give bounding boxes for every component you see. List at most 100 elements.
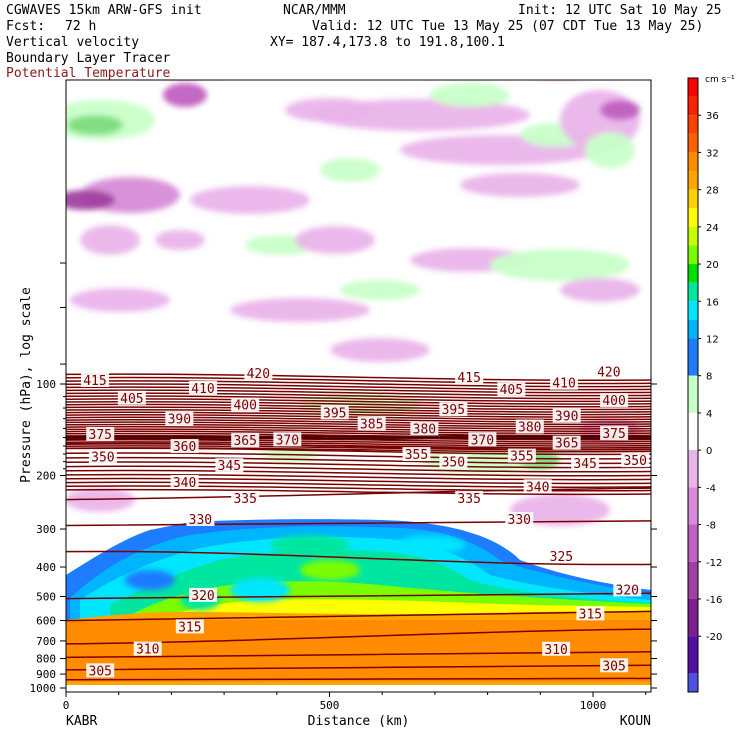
colorbar-swatch (688, 561, 698, 599)
theta-contour (66, 428, 651, 435)
theta-contour (66, 461, 651, 469)
y-tick-label: 600 (36, 615, 56, 628)
potential-temperature-contours: 415 420 415 420 405 410 405 410 400 400 395 395 390 3… (66, 364, 651, 681)
theta-label-bg (88, 449, 117, 464)
velocity-cell (600, 100, 640, 120)
y-tick-label: 1000 (30, 682, 57, 695)
header-valid: Valid: 12 UTC Tue 13 May 25 (07 CDT Tue … (312, 19, 704, 34)
theta-label-bg (439, 454, 468, 469)
colorbar-label: -20 (706, 632, 722, 643)
x-axis-label: Distance (km) (308, 714, 410, 729)
theta-label-bg (357, 416, 386, 431)
theta-label: 350 (623, 454, 646, 469)
theta-label: 340 (173, 476, 196, 491)
theta-label-bg (86, 663, 115, 678)
colorbar-swatch (688, 338, 698, 376)
velocity-cell (520, 40, 600, 80)
colorbar-label: 36 (706, 111, 719, 122)
colorbar-swatch (688, 78, 698, 97)
theta-contour (66, 473, 651, 481)
theta-label-bg (189, 587, 218, 602)
theta-label: 395 (323, 406, 346, 421)
header-source: NCAR/MMM (283, 3, 346, 18)
theta-label-bg (507, 448, 536, 463)
colorbar-label: 16 (706, 297, 719, 308)
theta-label-bg (186, 511, 215, 526)
theta-label-bg (189, 380, 218, 395)
theta-contour (66, 487, 651, 501)
theta-label: 405 (500, 383, 523, 398)
theta-contour (66, 664, 651, 671)
theta-label-bg (613, 582, 642, 597)
theta-contour (66, 389, 651, 397)
colorbar-swatch (688, 673, 698, 692)
theta-label: 340 (526, 480, 549, 495)
colorbar-swatch (688, 264, 698, 283)
theta-label-bg (175, 619, 204, 634)
header-fcst-value: 72 h (65, 19, 97, 34)
theta-contour (66, 456, 651, 465)
theta-label: 375 (89, 428, 112, 443)
colorbar-swatch (688, 171, 698, 190)
velocity-cell (490, 249, 630, 281)
theta-contour (66, 592, 651, 600)
theta-label-bg (542, 641, 571, 656)
y-tick-label: 200 (36, 470, 56, 483)
plot-frame (65, 79, 652, 693)
colorbar-swatch (688, 282, 698, 302)
theta-contour (66, 400, 651, 408)
theta-label-bg (552, 435, 581, 450)
theta-label: 405 (120, 392, 143, 407)
velocity-cell (70, 288, 170, 312)
colorbar-swatch (688, 524, 698, 562)
y-tick-label: 500 (36, 590, 56, 603)
theta-contour (66, 520, 651, 527)
theta-label: 330 (508, 513, 531, 528)
y-tick-label: 100 (36, 378, 56, 391)
velocity-cell (510, 494, 610, 526)
theta-label: 390 (168, 413, 191, 428)
theta-label-bg (497, 382, 526, 397)
velocity-cell (560, 278, 640, 302)
theta-label: 390 (555, 410, 578, 425)
theta-label-bg (576, 606, 605, 621)
velocity-cell (190, 186, 310, 214)
colorbar-label: -12 (706, 558, 722, 569)
theta-label-bg (231, 490, 260, 505)
theta-label-bg (621, 453, 650, 468)
x-tick-label: 500 (320, 699, 340, 712)
theta-label-bg (523, 479, 552, 494)
colorbar-swatch (688, 412, 698, 451)
right-station-label: KOUN (620, 714, 651, 729)
y-tick-label: 800 (36, 653, 56, 666)
theta-label: 360 (173, 440, 196, 455)
theta-label: 305 (89, 664, 112, 679)
theta-label-bg (273, 432, 302, 447)
colorbar-label: 0 (706, 446, 712, 457)
y-tick-label: 900 (36, 668, 56, 681)
theta-contour (66, 452, 651, 460)
left-station-label: KABR (66, 714, 97, 729)
colorbar-label: 20 (706, 260, 719, 271)
colorbar-swatch (688, 319, 698, 339)
colorbar-swatch (688, 245, 698, 265)
theta-contour (66, 550, 651, 566)
tracer-cell (395, 536, 465, 554)
velocity-cell (67, 115, 123, 135)
tracer-cell (270, 535, 350, 555)
colorbar-label: 12 (706, 334, 719, 345)
colorbar-frame (687, 77, 699, 693)
theta-label: 400 (602, 394, 625, 409)
colorbar-label: 32 (706, 148, 719, 159)
colorbar-swatch (688, 133, 698, 153)
y-axis-label: Pressure (hPa), log scale (19, 287, 34, 483)
theta-label-bg (552, 408, 581, 423)
velocity-cell (155, 230, 205, 250)
theta-label: 420 (597, 366, 620, 381)
theta-label: 365 (555, 437, 578, 452)
colorbar-swatch (688, 115, 698, 134)
theta-contour (66, 610, 651, 622)
theta-label: 325 (550, 550, 573, 565)
theta-label-bg (600, 658, 629, 673)
